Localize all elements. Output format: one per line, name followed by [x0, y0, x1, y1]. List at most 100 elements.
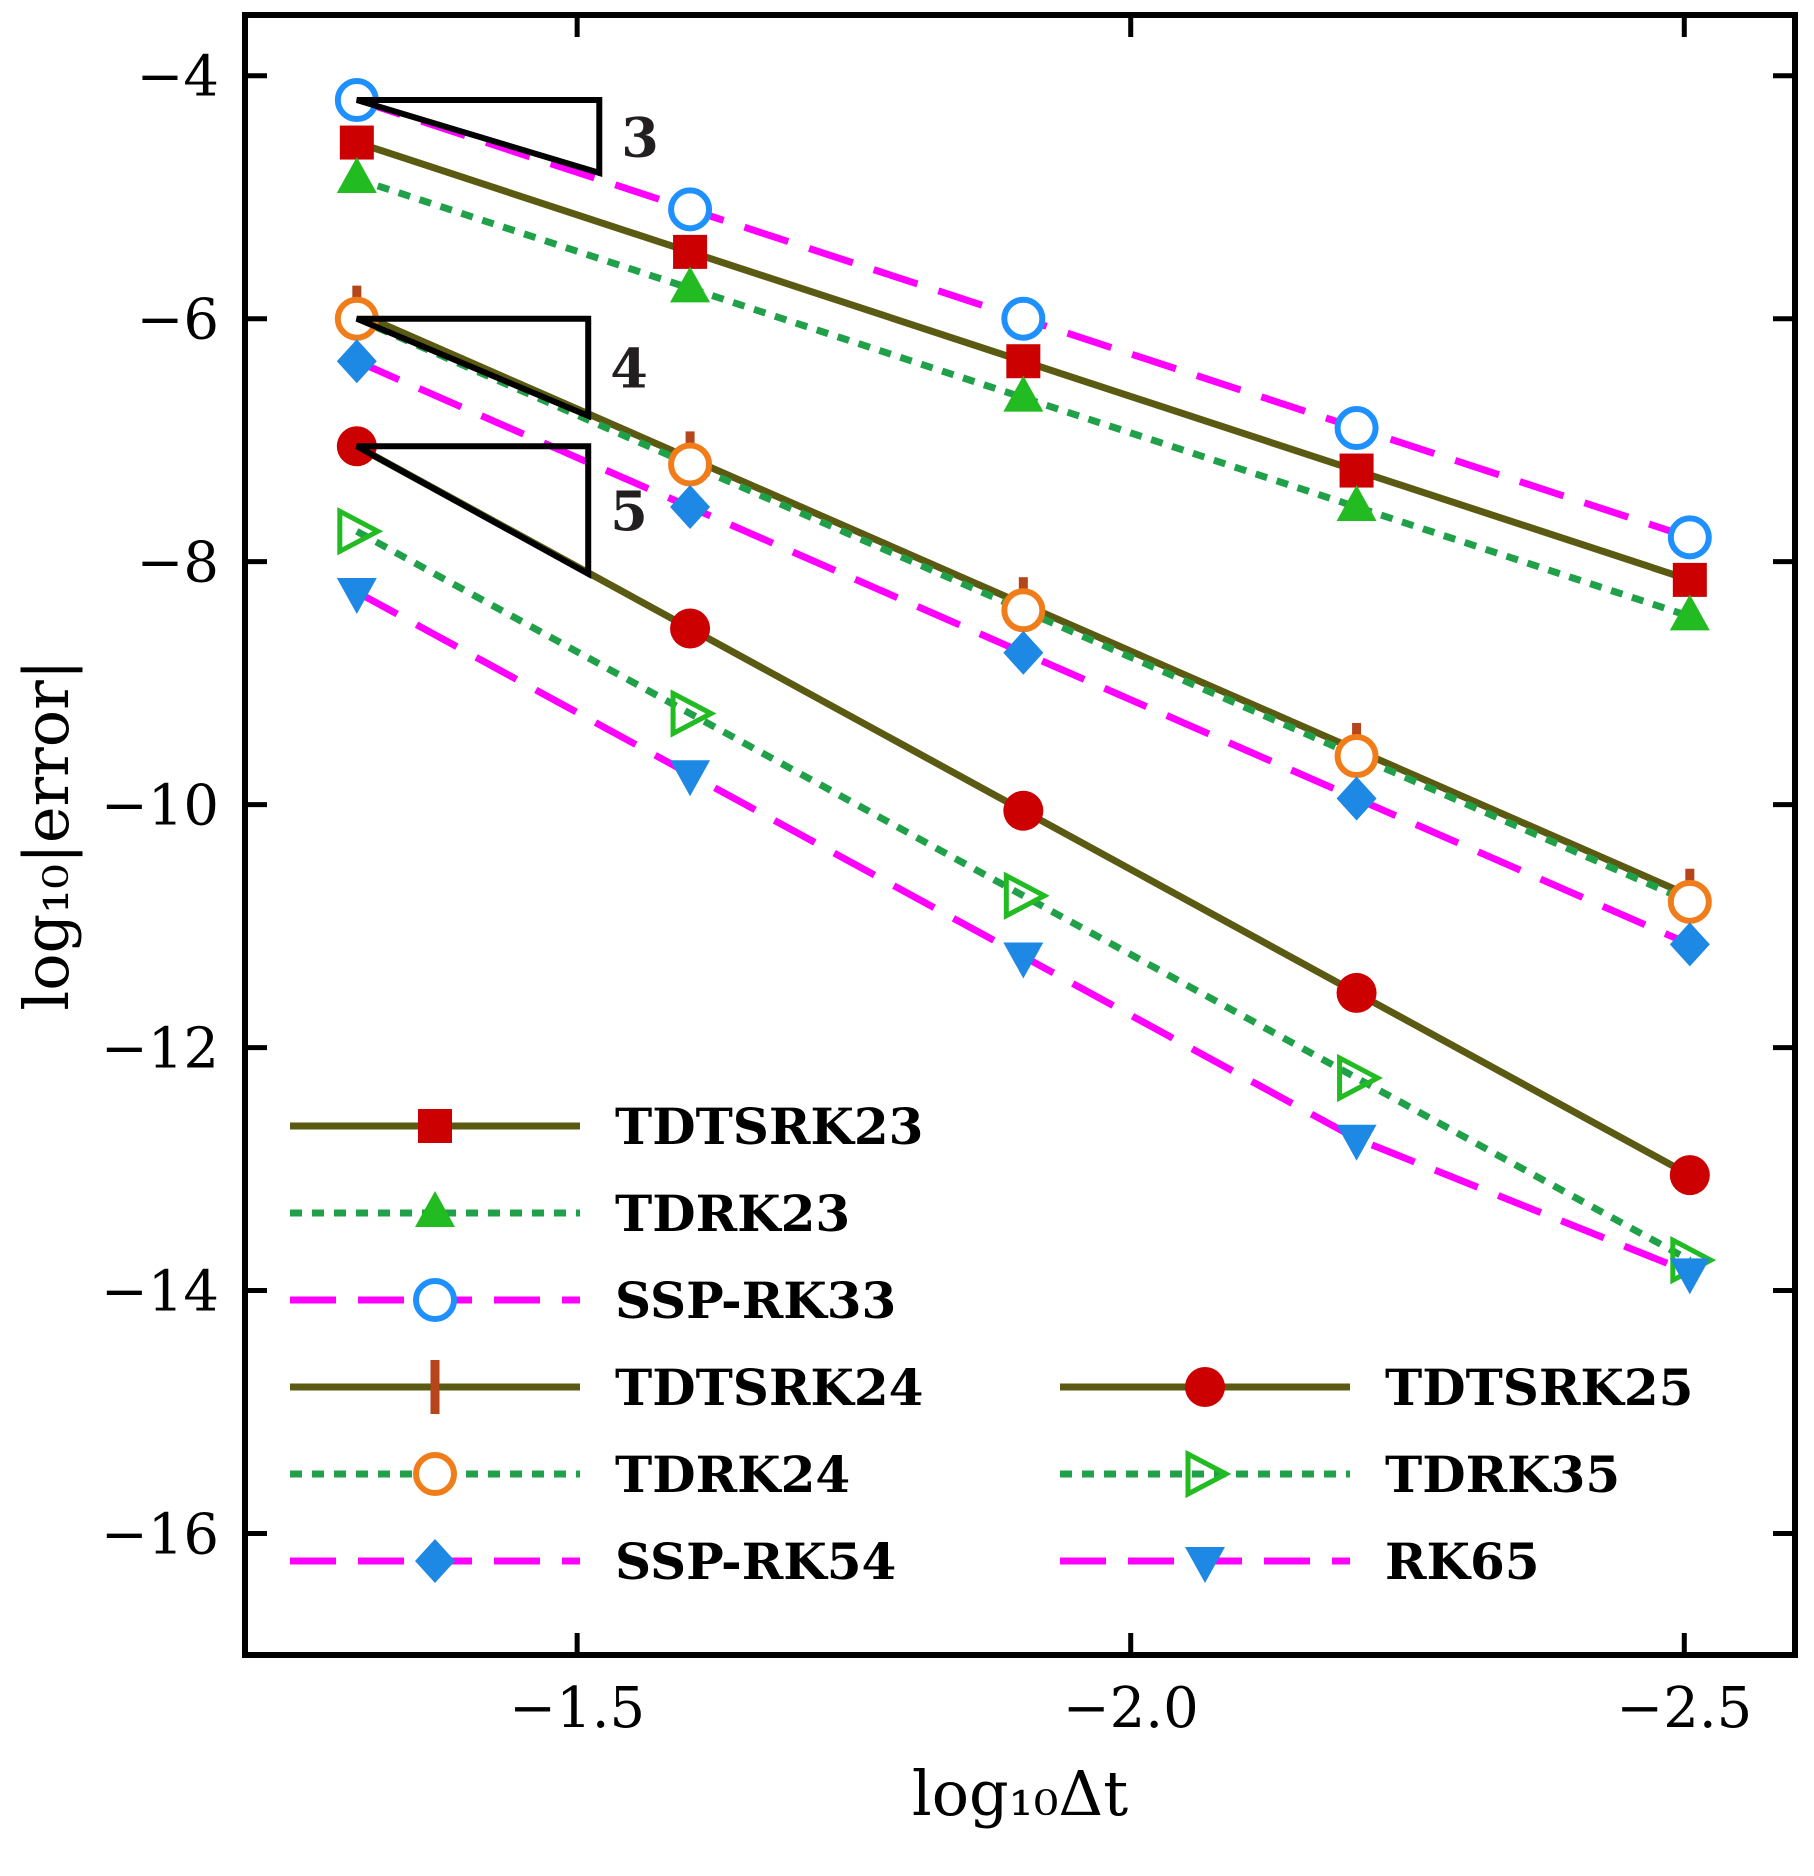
data-point	[1336, 776, 1377, 821]
series-tdtsrk25	[336, 426, 1710, 1196]
axes: −4 −6 −8 −10 −12 −14 −16 −1.5 −2.0 −2.5 log₁₀Δt log…	[10, 12, 1798, 1830]
data-point	[670, 485, 711, 529]
legend-marker	[413, 1452, 457, 1496]
data-point	[668, 187, 713, 232]
y-tick-label: −8	[136, 531, 219, 596]
legend-item-tdtsrk24: TDTSRK24	[290, 1358, 923, 1417]
data-point	[1336, 972, 1377, 1013]
series-tdrk23	[336, 157, 1710, 631]
y-axis-title: log₁₀|error|	[10, 659, 83, 1010]
legend-label: TDTSRK23	[615, 1097, 923, 1156]
legend-marker	[430, 1360, 440, 1414]
data-point	[673, 234, 708, 269]
legend-item-tdrk35: TDRK35	[1060, 1445, 1620, 1504]
data-point	[1669, 1258, 1710, 1295]
legend-marker	[413, 1278, 457, 1322]
data-point	[1334, 406, 1379, 451]
y-tick-label: −6	[136, 288, 219, 353]
data-point	[1003, 790, 1044, 831]
slope-label: 3	[621, 105, 659, 169]
data-point	[1003, 630, 1044, 675]
data-point	[1669, 1155, 1710, 1196]
data-point	[1003, 942, 1044, 979]
legend-label: SSP-RK33	[615, 1271, 896, 1330]
data-point	[1672, 562, 1707, 597]
data-point	[1339, 453, 1374, 488]
legend-marker	[415, 1191, 455, 1227]
data-point	[1336, 1124, 1377, 1161]
slope-triangle-5: 5	[355, 443, 648, 579]
y-tick-label: −10	[101, 774, 219, 839]
y-tick-label: −4	[136, 45, 219, 110]
data-point	[668, 442, 713, 487]
legend: TDTSRK23 TDRK23 SSP-RK33 TDTSRK24 TDRK24 SSP-…	[290, 1097, 1693, 1591]
legend-marker	[415, 1539, 455, 1583]
data-point	[1669, 922, 1710, 967]
data-point	[670, 608, 711, 649]
legend-marker	[1185, 1449, 1232, 1499]
x-tick-label: −2.0	[1063, 1676, 1199, 1741]
data-point	[336, 157, 377, 193]
series-layer	[334, 78, 1717, 1295]
legend-label: SSP-RK54	[615, 1532, 896, 1591]
series-line	[355, 358, 1692, 948]
data-point	[1334, 734, 1379, 779]
slope-triangle-shape	[355, 97, 603, 177]
legend-item-tdtsrk23: TDTSRK23	[290, 1097, 923, 1156]
data-point	[670, 689, 717, 738]
series-tdtsrk23	[339, 125, 1707, 597]
slope-triangle-3: 3	[355, 97, 659, 177]
slope-triangle-shape	[355, 315, 592, 421]
y-tick-label: −12	[101, 1017, 219, 1082]
plot-frame	[242, 12, 1798, 1658]
data-point	[337, 507, 384, 556]
slope-label: 5	[610, 479, 648, 543]
legend-label: RK65	[1385, 1532, 1540, 1591]
legend-label: TDRK23	[615, 1184, 850, 1243]
legend-marker	[1185, 1367, 1225, 1407]
series-line	[355, 588, 1692, 1276]
series-rk65	[336, 578, 1710, 1295]
data-point	[670, 760, 711, 797]
legend-label: TDRK24	[615, 1445, 850, 1504]
data-point	[1336, 485, 1377, 521]
legend-item-ssp-rk33: SSP-RK33	[290, 1271, 896, 1330]
y-tick-label: −14	[101, 1260, 219, 1325]
legend-item-rk65: RK65	[1060, 1532, 1540, 1591]
data-point	[1667, 879, 1712, 924]
legend-item-tdrk24: TDRK24	[290, 1445, 850, 1504]
data-point	[1001, 296, 1046, 341]
slope-triangle-4: 4	[355, 315, 648, 421]
legend-marker	[1185, 1547, 1225, 1583]
legend-item-ssp-rk54: SSP-RK54	[290, 1532, 896, 1591]
series-line	[355, 175, 1691, 620]
data-point	[1667, 515, 1712, 560]
legend-marker	[418, 1109, 452, 1143]
y-tick-label: −16	[101, 1503, 219, 1568]
x-tick-label: −1.5	[509, 1676, 645, 1741]
data-point	[336, 339, 377, 384]
legend-label: TDTSRK24	[615, 1358, 923, 1417]
data-point	[336, 578, 377, 615]
slope-triangles: 3 4 5	[355, 97, 659, 579]
x-tick-label: −2.5	[1616, 1676, 1752, 1741]
data-point	[670, 266, 711, 303]
series-ssp-rk33	[334, 78, 1712, 560]
legend-label: TDTSRK25	[1385, 1358, 1693, 1417]
data-point	[1669, 594, 1710, 631]
legend-item-tdrk23: TDRK23	[290, 1184, 850, 1243]
data-point	[1003, 375, 1044, 412]
data-point	[1003, 871, 1050, 920]
x-axis-title: log₁₀Δt	[912, 1757, 1128, 1830]
slope-label: 4	[610, 336, 648, 400]
legend-label: TDRK35	[1385, 1445, 1620, 1504]
series-ssp-rk54	[336, 339, 1710, 967]
data-point	[1006, 344, 1041, 379]
slope-triangle-shape	[355, 443, 592, 579]
data-point	[1337, 1053, 1383, 1103]
data-point	[1001, 588, 1046, 633]
legend-item-tdtsrk25: TDTSRK25	[1060, 1358, 1693, 1417]
data-point	[339, 125, 374, 160]
series-line	[355, 528, 1692, 1264]
